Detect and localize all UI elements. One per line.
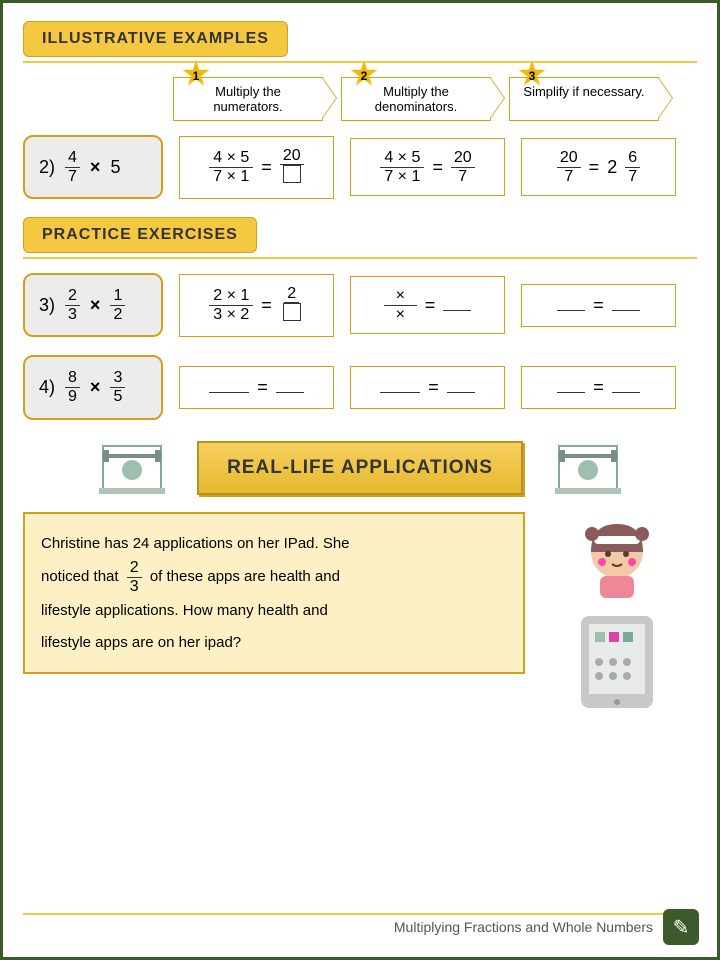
problem-box: 2) 47 × 5 bbox=[23, 135, 163, 199]
step-3: 3 Simplify if necessary. bbox=[509, 77, 659, 121]
work-box-blank: × × = bbox=[350, 276, 505, 334]
work-box-blank: = bbox=[350, 366, 505, 409]
step-1: 1 Multiply the numerators. bbox=[173, 77, 323, 121]
avatar-illustration bbox=[537, 512, 697, 712]
problem-box: 3) 23 × 12 bbox=[23, 273, 163, 337]
word-problem-text: Christine has 24 applications on her IPa… bbox=[23, 512, 525, 675]
practice-header: PRACTICE EXERCISES bbox=[23, 217, 257, 253]
work-box-blank: = bbox=[521, 284, 676, 327]
work-box-blank: = bbox=[179, 366, 334, 409]
gym-icon bbox=[97, 438, 167, 498]
step-text: Multiply the numerators. bbox=[213, 84, 282, 114]
step-text: Multiply the denominators. bbox=[375, 84, 457, 114]
work-box: 2 × 13 × 2 = 2 bbox=[179, 274, 334, 337]
footer-title: Multiplying Fractions and Whole Numbers bbox=[394, 919, 653, 935]
ruler-pencil-icon: ✎ bbox=[663, 909, 699, 945]
divider bbox=[23, 61, 697, 63]
work-step-2: 4 × 57 × 1 = 207 bbox=[350, 138, 505, 196]
exercise-4-row: 4) 89 × 35 = = = bbox=[23, 355, 697, 419]
problem-label: 2) bbox=[39, 157, 55, 178]
work-step-1: 4 × 57 × 1 = 20 bbox=[179, 136, 334, 199]
work-step-3: 207 = 2 67 bbox=[521, 138, 676, 196]
step-text: Simplify if necessary. bbox=[523, 84, 644, 99]
word-problem: Christine has 24 applications on her IPa… bbox=[23, 512, 697, 712]
steps-row: 1 Multiply the numerators. 2 Multiply th… bbox=[173, 77, 697, 121]
problem-box: 4) 89 × 35 bbox=[23, 355, 163, 419]
tablet-icon bbox=[577, 612, 657, 712]
star-icon: 2 bbox=[350, 60, 378, 88]
illustrative-header: ILLUSTRATIVE EXAMPLES bbox=[23, 21, 288, 57]
example-2-row: 2) 47 × 5 4 × 57 × 1 = 20 4 × 57 × 1 = 2… bbox=[23, 135, 697, 199]
divider bbox=[23, 257, 697, 259]
worksheet-page: ILLUSTRATIVE EXAMPLES 1 Multiply the num… bbox=[0, 0, 720, 960]
real-life-section: REAL-LIFE APPLICATIONS bbox=[23, 438, 697, 498]
page-footer: Multiplying Fractions and Whole Numbers … bbox=[394, 909, 699, 945]
exercise-3-row: 3) 23 × 12 2 × 13 × 2 = 2 × × = = bbox=[23, 273, 697, 337]
real-life-header: REAL-LIFE APPLICATIONS bbox=[197, 441, 523, 495]
work-box-blank: = bbox=[521, 366, 676, 409]
step-2: 2 Multiply the denominators. bbox=[341, 77, 491, 121]
gym-icon bbox=[553, 438, 623, 498]
star-icon: 1 bbox=[182, 60, 210, 88]
